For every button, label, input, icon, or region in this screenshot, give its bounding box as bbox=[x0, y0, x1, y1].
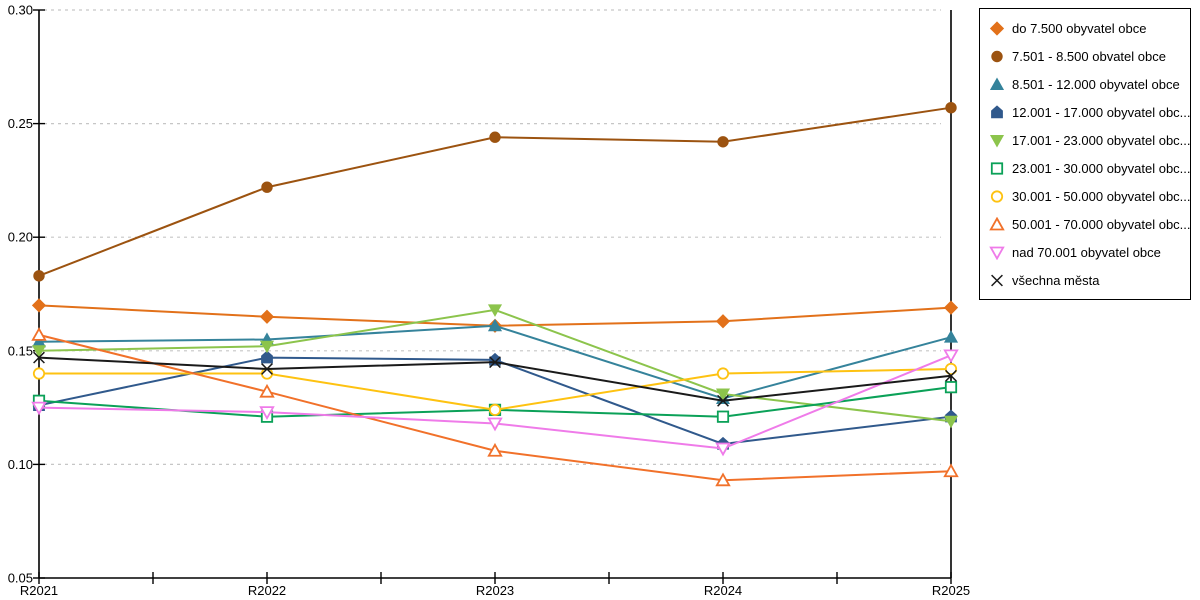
legend-marker-shape bbox=[991, 104, 1003, 118]
legend-marker-shape bbox=[989, 216, 1005, 230]
data-point-s8-R2024 bbox=[715, 442, 731, 457]
legend-marker-triangle-up-icon bbox=[989, 216, 1005, 230]
data-point-s1-R2024 bbox=[717, 136, 729, 148]
legend-label: nad 70.001 obyvatel obce bbox=[1012, 244, 1161, 260]
data-point-s1-R2023 bbox=[489, 131, 501, 143]
data-point-s3-R2022 bbox=[261, 350, 273, 364]
data-point-s2-R2025 bbox=[943, 330, 959, 343]
legend-label: 7.501 - 8.500 obvatel obce bbox=[1012, 48, 1166, 64]
data-point-s9-R2022 bbox=[261, 363, 273, 375]
data-point-s4-R2022 bbox=[259, 340, 275, 354]
data-point-s9-R2021 bbox=[33, 351, 45, 364]
legend-item-9: všechna města bbox=[989, 273, 1186, 288]
x-tick-label: R2025 bbox=[932, 583, 970, 598]
legend-label: 17.001 - 23.000 obyvatel obc... bbox=[1012, 132, 1191, 148]
legend-marker-pentagon-icon bbox=[991, 104, 1003, 118]
legend-item-5: 23.001 - 30.000 obyvatel obc... bbox=[989, 161, 1191, 176]
legend-marker-shape bbox=[989, 134, 1005, 148]
legend-item-8: nad 70.001 obyvatel obce bbox=[989, 245, 1186, 260]
data-point-s8-R2023 bbox=[487, 417, 503, 432]
legend-marker-square-icon bbox=[990, 161, 1004, 175]
legend-item-7: 50.001 - 70.000 obyvatel obc... bbox=[989, 216, 1191, 232]
y-tick-label: 0.15 bbox=[8, 343, 33, 358]
legend-marker-triangle-down-icon bbox=[989, 134, 1005, 148]
legend-marker-shape bbox=[990, 189, 1004, 203]
data-point-s8-R2025 bbox=[943, 349, 959, 364]
data-point-s0-R2025 bbox=[943, 300, 959, 315]
data-point-s2-R2023 bbox=[487, 318, 503, 332]
y-tick-label: 0.10 bbox=[8, 457, 33, 472]
legend-marker-circle-icon bbox=[991, 50, 1003, 62]
data-point-s1-R2021 bbox=[33, 270, 45, 282]
legend-item-0: do 7.500 obyvatel obce bbox=[989, 21, 1186, 36]
legend-label: 23.001 - 30.000 obyvatel obc... bbox=[1012, 160, 1191, 176]
data-point-s7-R2024 bbox=[715, 472, 731, 487]
x-tick-label: R2023 bbox=[476, 583, 514, 598]
data-point-s7-R2022 bbox=[259, 383, 275, 398]
data-point-s8-R2022 bbox=[259, 406, 275, 420]
data-point-s6-R2024 bbox=[716, 367, 730, 380]
data-point-s5-R2025 bbox=[944, 381, 958, 394]
legend-marker-shape bbox=[990, 161, 1004, 175]
data-point-s4-R2024 bbox=[715, 388, 731, 401]
x-tick-label: R2022 bbox=[248, 583, 286, 598]
data-point-s6-R2025 bbox=[944, 362, 958, 376]
legend-item-3: 12.001 - 17.000 obyvatel obc... bbox=[989, 104, 1191, 120]
legend-marker-x-icon bbox=[991, 274, 1003, 286]
legend-marker-shape bbox=[991, 50, 1003, 62]
chart-legend: do 7.500 obyvatel obce 7.501 - 8.500 obva… bbox=[979, 8, 1191, 300]
data-point-s0-R2021 bbox=[31, 298, 47, 313]
legend-marker-shape bbox=[989, 246, 1005, 260]
legend-marker-diamond-icon bbox=[989, 20, 1005, 36]
data-point-s8-R2021 bbox=[31, 401, 47, 416]
series-line-6 bbox=[39, 367, 952, 411]
data-point-s4-R2025 bbox=[943, 415, 959, 429]
legend-item-6: 30.001 - 50.000 obyvatel obc... bbox=[989, 189, 1191, 204]
y-tick-label: 0.30 bbox=[8, 3, 33, 18]
data-point-s0-R2024 bbox=[715, 314, 731, 329]
legend-item-2: 8.501 - 12.000 obyvatel obce bbox=[989, 77, 1186, 92]
data-point-s4-R2021 bbox=[31, 345, 47, 358]
legend-item-4: 17.001 - 23.000 obyvatel obc... bbox=[989, 133, 1191, 148]
legend-marker-shape bbox=[991, 274, 1003, 286]
data-point-s5-R2024 bbox=[716, 410, 730, 423]
data-point-s1-R2025 bbox=[945, 101, 957, 114]
y-tick-label: 0.20 bbox=[8, 230, 33, 245]
legend-label: do 7.500 obyvatel obce bbox=[1012, 20, 1147, 36]
legend-item-1: 7.501 - 8.500 obvatel obce bbox=[989, 49, 1186, 64]
legend-label: všechna města bbox=[1012, 272, 1100, 288]
y-tick-label: 0.05 bbox=[8, 571, 33, 586]
legend-label: 8.501 - 12.000 obyvatel obce bbox=[1012, 76, 1180, 92]
data-point-s0-R2022 bbox=[259, 309, 275, 324]
data-point-s7-R2025 bbox=[943, 463, 959, 478]
legend-marker-shape bbox=[989, 20, 1005, 36]
legend-label: 50.001 - 70.000 obyvatel obc... bbox=[1012, 216, 1191, 232]
x-tick-label: R2021 bbox=[20, 583, 58, 598]
legend-label: 30.001 - 50.000 obyvatel obc... bbox=[1012, 188, 1191, 204]
data-point-s7-R2021 bbox=[31, 327, 47, 341]
data-point-s9-R2024 bbox=[717, 394, 729, 407]
data-point-s6-R2023 bbox=[488, 403, 502, 416]
legend-label: 12.001 - 17.000 obyvatel obc... bbox=[1012, 104, 1191, 120]
legend-marker-triangle-up-icon bbox=[989, 76, 1005, 90]
data-point-s1-R2022 bbox=[261, 181, 273, 193]
legend-marker-triangle-down-icon bbox=[989, 246, 1005, 260]
legend-marker-circle-icon bbox=[990, 189, 1004, 203]
data-point-s6-R2021 bbox=[32, 367, 46, 380]
data-point-s9-R2025 bbox=[945, 369, 957, 382]
data-point-s4-R2023 bbox=[487, 304, 503, 317]
data-point-s7-R2023 bbox=[487, 442, 503, 457]
data-point-s9-R2023 bbox=[489, 356, 501, 369]
y-tick-label: 0.25 bbox=[8, 116, 33, 131]
legend-marker-shape bbox=[989, 76, 1005, 90]
x-tick-label: R2024 bbox=[704, 583, 742, 598]
